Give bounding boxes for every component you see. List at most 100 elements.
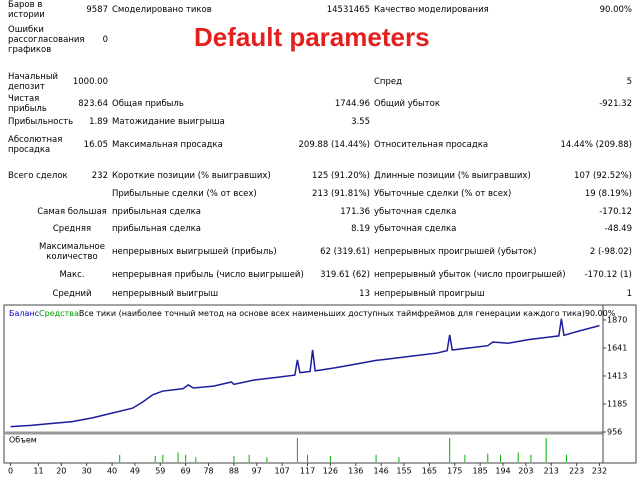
stat-value: 232 xyxy=(91,171,108,181)
x-tick-label: 185 xyxy=(473,467,488,476)
stat-value: -170.12 xyxy=(599,207,632,217)
stat-label: убыточная сделка xyxy=(374,207,457,217)
stat-value: 14.44% (209.88) xyxy=(560,140,633,150)
x-tick-label: 126 xyxy=(323,467,338,476)
legend-item: 90.00% xyxy=(585,309,616,318)
stat-value: 14531465 xyxy=(326,5,370,15)
stat-label: Средний xyxy=(52,289,92,299)
stat-value: 0 xyxy=(102,35,108,45)
x-tick-label: 107 xyxy=(275,467,290,476)
stat-value: 90.00% xyxy=(599,5,632,15)
stat-label: Длинные позиции (% выигравших) xyxy=(374,171,531,181)
x-tick-label: 194 xyxy=(495,467,510,476)
x-tick-label: 20 xyxy=(56,467,66,476)
stat-value: -48.49 xyxy=(604,224,632,234)
stat-value: 107 (92.52%) xyxy=(574,171,632,181)
stat-label: Прибыльные сделки (% от всех) xyxy=(112,189,257,199)
stat-value: 2 (-98.02) xyxy=(589,247,632,257)
stat-label: убыточная сделка xyxy=(374,224,457,234)
y-tick-label: 1641 xyxy=(607,344,627,353)
x-tick-label: 30 xyxy=(82,467,92,476)
x-tick-label: 165 xyxy=(422,467,437,476)
x-tick-label: 69 xyxy=(181,467,191,476)
stat-label: прибыльная сделка xyxy=(112,224,202,234)
stat-label: непрерывных проигрышей (убыток) xyxy=(374,247,537,257)
stat-value: 1 xyxy=(626,289,632,299)
stat-value: 8.19 xyxy=(351,224,370,234)
stat-value: -170.12 (1) xyxy=(584,270,632,280)
stat-value: 16.05 xyxy=(83,140,108,150)
stat-label: Средняя xyxy=(52,224,92,234)
report-title: Default parameters xyxy=(194,22,430,52)
stat-label: Ошибки рассогласования графиков xyxy=(8,25,85,55)
x-tick-label: 146 xyxy=(374,467,389,476)
stat-label: Качество моделирования xyxy=(374,5,489,15)
stat-label: Максимальная просадка xyxy=(112,140,223,150)
x-tick-label: 49 xyxy=(130,467,140,476)
volume-title: Объем xyxy=(9,436,37,445)
x-tick-label: 213 xyxy=(544,467,559,476)
x-tick-label: 0 xyxy=(8,467,13,476)
x-tick-label: 78 xyxy=(203,467,213,476)
x-tick-label: 40 xyxy=(107,467,117,476)
legend-item: Все тики (наиболее точный метод на основ… xyxy=(79,309,585,318)
legend-item: Средства xyxy=(39,309,79,318)
stat-label: Самая большая xyxy=(37,207,107,217)
stat-value: 9587 xyxy=(86,5,108,15)
stat-label: непрерывных выигрышей (прибыль) xyxy=(112,247,277,257)
chart-frame xyxy=(3,304,637,464)
stat-label: Общая прибыль xyxy=(112,99,184,109)
x-tick-label: 97 xyxy=(252,467,262,476)
stat-label: Всего сделок xyxy=(8,171,68,181)
stat-value: 13 xyxy=(359,289,370,299)
stat-value: 213 (91.81%) xyxy=(312,189,370,199)
stat-label: прибыльная сделка xyxy=(112,207,202,217)
x-tick-label: 11 xyxy=(33,467,43,476)
legend: БалансСредстваВсе тики (наиболее точный … xyxy=(9,309,616,318)
stat-value: 319.61 (62) xyxy=(320,270,370,280)
stat-label: непрерывный убыток (число проигрышей) xyxy=(374,270,566,280)
stat-label: Смоделировано тиков xyxy=(112,5,212,15)
x-tick-label: 59 xyxy=(155,467,165,476)
x-tick-label: 175 xyxy=(447,467,462,476)
stat-value: 209.88 (14.44%) xyxy=(298,140,371,150)
stat-value: 3.55 xyxy=(351,117,370,127)
stat-label: непрерывный проигрыш xyxy=(374,289,485,299)
stat-value: 62 (319.61) xyxy=(320,247,370,257)
stat-label: Короткие позиции (% выигравших) xyxy=(112,171,271,181)
stat-label: Начальный депозит xyxy=(8,72,59,92)
x-tick-label: 117 xyxy=(300,467,315,476)
stat-label: Баров в истории xyxy=(8,0,45,20)
stat-value: 19 (8.19%) xyxy=(584,189,632,199)
stat-value: -921.32 xyxy=(599,99,632,109)
x-tick-label: 223 xyxy=(569,467,584,476)
stat-value: 1000.00 xyxy=(72,77,108,87)
stat-label: непрерывная прибыль (число выигрышей) xyxy=(112,270,304,280)
stat-value: 1744.96 xyxy=(334,99,370,109)
y-tick-label: 956 xyxy=(607,428,622,437)
stat-value: 823.64 xyxy=(78,99,108,109)
y-tick-label: 1413 xyxy=(607,371,627,380)
stat-label: Макс. xyxy=(59,270,85,280)
x-tick-label: 203 xyxy=(518,467,533,476)
stat-value: 125 (91.20%) xyxy=(312,171,370,181)
stat-label: Убыточные сделки (% от всех) xyxy=(374,189,512,199)
stat-label: Абсолютная просадка xyxy=(8,135,63,155)
stat-label: Прибыльность xyxy=(8,117,74,127)
y-tick-label: 1870 xyxy=(607,315,627,324)
x-tick-label: 232 xyxy=(592,467,607,476)
stat-value: 171.36 xyxy=(340,207,370,217)
stat-value: 5 xyxy=(626,77,632,87)
x-tick-label: 136 xyxy=(348,467,363,476)
stat-label: Матожидание выигрыша xyxy=(112,117,225,127)
stat-label: Общий убыток xyxy=(374,99,440,109)
stat-label: непрерывный выигрыш xyxy=(112,289,219,299)
balance-line xyxy=(10,318,600,428)
stat-label: Относительная просадка xyxy=(374,140,489,150)
y-tick-label: 1185 xyxy=(607,399,627,408)
legend-item: Баланс xyxy=(9,309,39,318)
stat-label: Спред xyxy=(374,77,402,87)
stat-label: Чистая прибыль xyxy=(8,94,47,114)
